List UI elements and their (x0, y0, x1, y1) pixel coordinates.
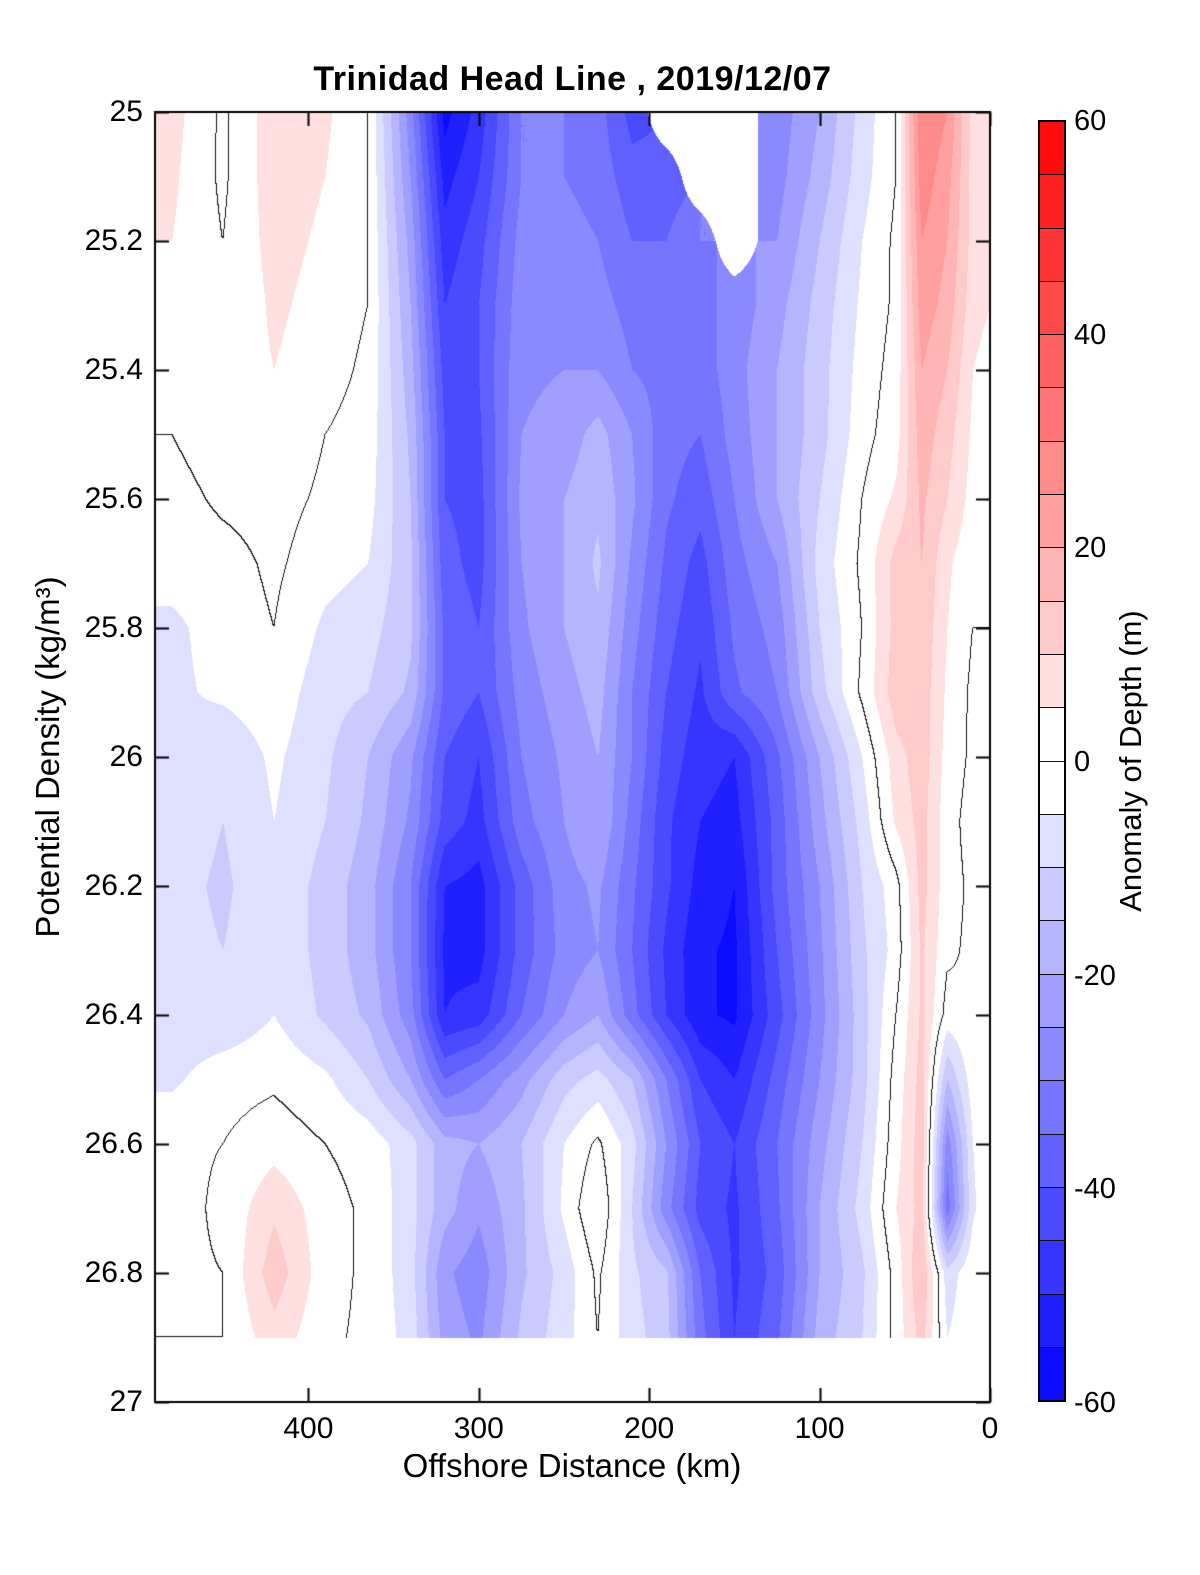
colorbar-cell (1040, 334, 1064, 388)
colorbar-cell (1040, 920, 1064, 974)
colorbar-cell (1040, 1346, 1064, 1401)
chart-title: Trinidad Head Line , 2019/12/07 (313, 60, 832, 98)
colorbar-cell (1040, 280, 1064, 335)
y-tick-label: 25.2 (84, 224, 143, 257)
x-tick-label: 400 (283, 1412, 334, 1445)
colorbar-cell (1040, 122, 1064, 175)
x-tick-label: 300 (453, 1412, 504, 1445)
colorbar-tick-label: -40 (1074, 1173, 1116, 1206)
colorbar-cell (1040, 227, 1064, 281)
colorbar-cell (1040, 867, 1064, 921)
colorbar-cell (1040, 1186, 1064, 1241)
y-tick-label: 26.4 (84, 998, 143, 1031)
colorbar-cell (1040, 1080, 1064, 1134)
colorbar-cell (1040, 1133, 1064, 1187)
y-tick-label: 26.8 (84, 1256, 143, 1289)
colorbar-tick-label: 0 (1074, 746, 1091, 778)
y-tick-label: 27 (109, 1385, 143, 1418)
colorbar-cell (1040, 547, 1064, 601)
colorbar-cell (1040, 973, 1064, 1028)
y-tick-label: 25.4 (84, 353, 143, 386)
colorbar-cell (1040, 174, 1064, 228)
colorbar-tick-label: 20 (1074, 532, 1107, 565)
x-tick-label: 100 (794, 1412, 845, 1445)
colorbar-cell (1040, 813, 1064, 868)
colorbar-cell (1040, 653, 1064, 708)
colorbar-cell (1040, 494, 1064, 548)
y-tick-label: 25.6 (84, 482, 143, 515)
colorbar-cell (1040, 440, 1064, 495)
x-axis-label: Offshore Distance (km) (402, 1447, 742, 1484)
x-tick-label: 0 (981, 1412, 999, 1445)
colorbar-label: Anomaly of Depth (m) (1113, 610, 1148, 912)
colorbar-tick-label: -60 (1074, 1387, 1116, 1419)
colorbar-cell (1040, 600, 1064, 654)
x-tick-label: 200 (624, 1412, 675, 1445)
colorbar-cell (1040, 387, 1064, 441)
colorbar-cell (1040, 1240, 1064, 1294)
y-tick-label: 26.6 (84, 1127, 143, 1160)
y-tick-label: 26.2 (84, 869, 143, 902)
colorbar-cell (1040, 1293, 1064, 1347)
colorbar-tick-label: 40 (1074, 318, 1107, 351)
y-tick-label: 25 (109, 95, 143, 128)
y-tick-label: 26 (109, 740, 143, 773)
colorbar (1038, 120, 1066, 1402)
y-tick-label: 25.8 (84, 611, 143, 644)
colorbar-cell (1040, 760, 1064, 814)
colorbar-cell (1040, 1027, 1064, 1081)
colorbar-tick-label: -20 (1074, 959, 1116, 992)
colorbar-cell (1040, 707, 1064, 761)
colorbar-tick-label: 60 (1074, 105, 1107, 137)
